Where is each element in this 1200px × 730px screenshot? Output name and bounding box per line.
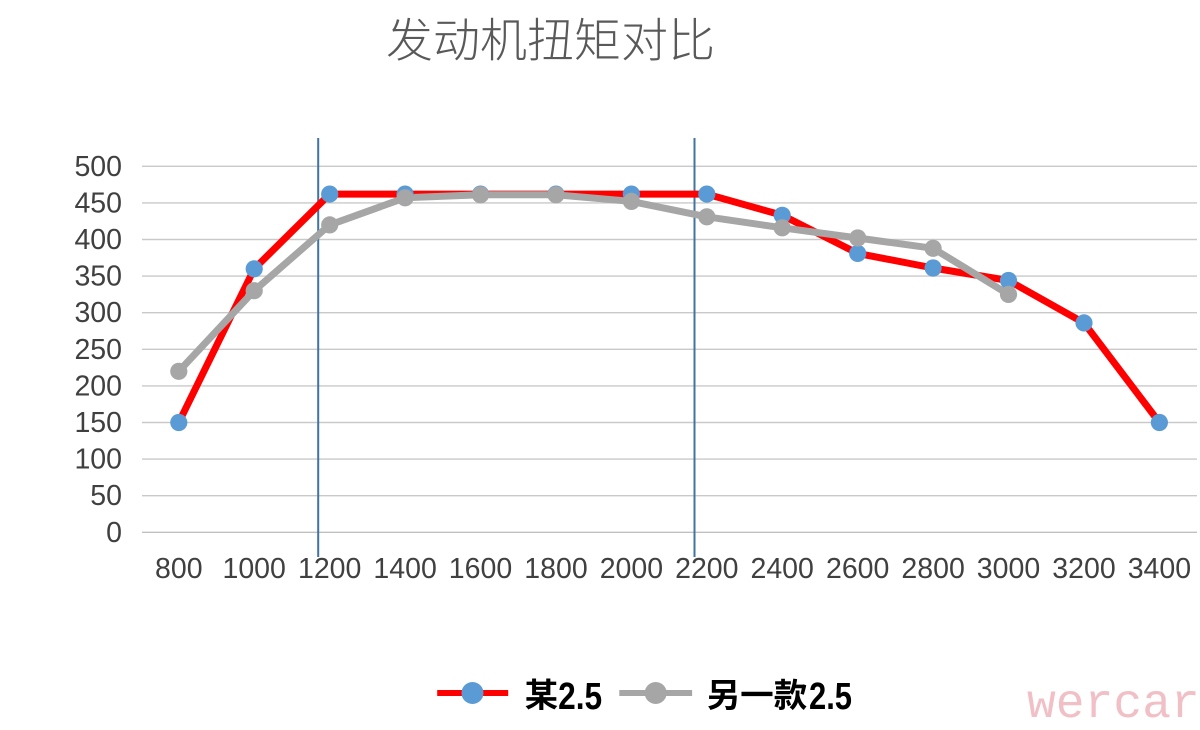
svg-text:1600: 1600 bbox=[449, 553, 512, 585]
svg-text:400: 400 bbox=[74, 224, 122, 256]
svg-text:800: 800 bbox=[155, 553, 203, 585]
svg-text:350: 350 bbox=[74, 261, 122, 293]
svg-text:2.5: 2.5 bbox=[558, 676, 602, 718]
svg-text:50: 50 bbox=[90, 480, 122, 512]
svg-text:1800: 1800 bbox=[524, 553, 587, 585]
svg-text:500: 500 bbox=[74, 151, 122, 183]
svg-text:3000: 3000 bbox=[977, 553, 1040, 585]
svg-text:200: 200 bbox=[74, 370, 122, 402]
svg-text:2600: 2600 bbox=[826, 553, 889, 585]
svg-text:2.5: 2.5 bbox=[809, 676, 852, 718]
svg-text:1400: 1400 bbox=[373, 553, 436, 585]
svg-text:300: 300 bbox=[74, 297, 122, 329]
svg-text:2800: 2800 bbox=[901, 553, 964, 585]
svg-text:2400: 2400 bbox=[750, 553, 813, 585]
svg-text:100: 100 bbox=[74, 444, 122, 476]
svg-text:1000: 1000 bbox=[222, 553, 285, 585]
svg-text:0: 0 bbox=[106, 517, 122, 549]
svg-text:3400: 3400 bbox=[1128, 553, 1191, 585]
svg-text:3200: 3200 bbox=[1052, 553, 1115, 585]
svg-text:450: 450 bbox=[74, 187, 122, 219]
svg-text:wercar: wercar bbox=[1027, 678, 1200, 730]
svg-text:2000: 2000 bbox=[600, 553, 663, 585]
svg-text:2200: 2200 bbox=[675, 553, 738, 585]
svg-text:250: 250 bbox=[74, 334, 122, 366]
svg-text:1200: 1200 bbox=[298, 553, 361, 585]
svg-text:150: 150 bbox=[74, 407, 122, 439]
